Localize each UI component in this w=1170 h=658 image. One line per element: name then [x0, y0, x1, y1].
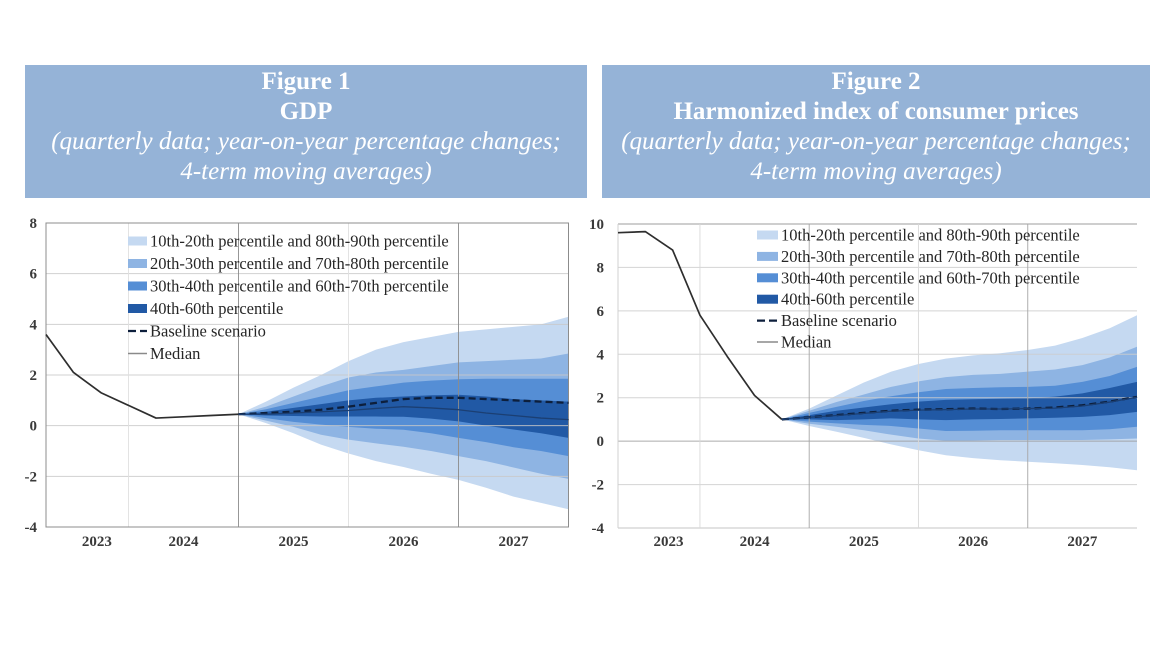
legend-swatch: [128, 236, 147, 246]
legend-swatch: [757, 294, 778, 304]
legend-label: 20th-30th percentile and 70th-80th perce…: [150, 254, 449, 273]
median-line: [238, 406, 569, 421]
y-tick-label: 0: [597, 434, 605, 450]
legend-swatch: [128, 259, 147, 268]
y-tick-label: -2: [25, 469, 38, 485]
x-tick-label: 2027: [499, 534, 530, 550]
legend-label: 10th-20th percentile and 80th-90th perce…: [150, 232, 449, 251]
y-tick-label: 0: [30, 419, 38, 435]
y-tick-label: 8: [597, 260, 605, 276]
hicp-fan-chart: 10 8 6 4 2 0 -2 -4 2023 2024 2025 2026 2027 10th-20th…: [589, 217, 1138, 550]
legend-label: 20th-30th percentile and 70th-80th perce…: [781, 247, 1080, 266]
legend-label: 40th-60th percentile: [150, 299, 283, 318]
x-tick-label: 2025: [849, 534, 879, 550]
history-line: [45, 333, 239, 419]
x-tick-label: 2024: [169, 534, 200, 550]
y-tick-label: 4: [597, 347, 605, 363]
median-line: [781, 396, 1138, 421]
y-tick-label: -2: [592, 478, 605, 494]
y-tick-label: 6: [30, 267, 38, 283]
y-tick-label: 6: [597, 304, 605, 320]
legend-swatch: [128, 304, 147, 313]
legend-label: Median: [150, 344, 200, 363]
legend-swatch: [757, 273, 778, 283]
fan-band-p40-p60: [238, 394, 569, 438]
x-tick-label: 2024: [740, 534, 771, 550]
figure-1-header: Figure 1 GDP (quarterly data; year-on-ye…: [25, 65, 587, 198]
legend-label: 30th-40th percentile and 60th-70th perce…: [781, 268, 1080, 287]
legend-label: 30th-40th percentile and 60th-70th perce…: [150, 277, 449, 296]
legend-label: 10th-20th percentile and 80th-90th perce…: [781, 226, 1080, 245]
baseline-scenario-line: [238, 396, 569, 416]
x-tick-label: 2026: [958, 534, 989, 550]
legend-swatch: [757, 230, 778, 240]
figure-subtitle-line: 4-term moving averages): [180, 158, 432, 185]
history-line: [617, 230, 783, 421]
legend-label: 40th-60th percentile: [781, 290, 914, 309]
gdp-fan-chart: 8 6 4 2 0 -2 -4 2023 2024 2025 2026 2027 10th-20th p…: [25, 216, 569, 550]
figure-title: Harmonized index of consumer prices: [673, 98, 1079, 125]
y-tick-label: 2: [30, 368, 38, 384]
y-tick-label: -4: [592, 521, 605, 537]
x-tick-label: 2026: [389, 534, 420, 550]
legend-label: Baseline scenario: [781, 311, 897, 330]
figure-subtitle-line: (quarterly data; year-on-year percentage…: [621, 128, 1131, 155]
figure-title: GDP: [279, 98, 333, 125]
y-tick-label: 8: [30, 216, 38, 232]
legend-label: Median: [781, 333, 831, 352]
x-tick-label: 2025: [279, 534, 309, 550]
fan-band-p40-p60: [781, 381, 1137, 421]
plot-frame: [45, 222, 569, 528]
x-tick-label: 2023: [82, 534, 112, 550]
y-tick-label: 10: [589, 217, 604, 233]
y-tick-label: -4: [25, 520, 38, 536]
legend-swatch: [757, 251, 778, 261]
legend-label: Baseline scenario: [150, 322, 266, 341]
y-tick-label: 2: [597, 391, 605, 407]
legend-swatch: [128, 281, 147, 291]
x-tick-label: 2027: [1067, 534, 1098, 550]
figure-2-header: Figure 2 Harmonized index of consumer pr…: [602, 65, 1150, 198]
figure-number: Figure 1: [261, 68, 351, 95]
y-tick-label: 4: [30, 317, 38, 333]
figure-subtitle-line: (quarterly data; year-on-year percentage…: [51, 128, 561, 155]
figure-subtitle-line: 4-term moving averages): [750, 158, 1002, 185]
figure-number: Figure 2: [831, 68, 921, 95]
x-tick-label: 2023: [654, 534, 684, 550]
